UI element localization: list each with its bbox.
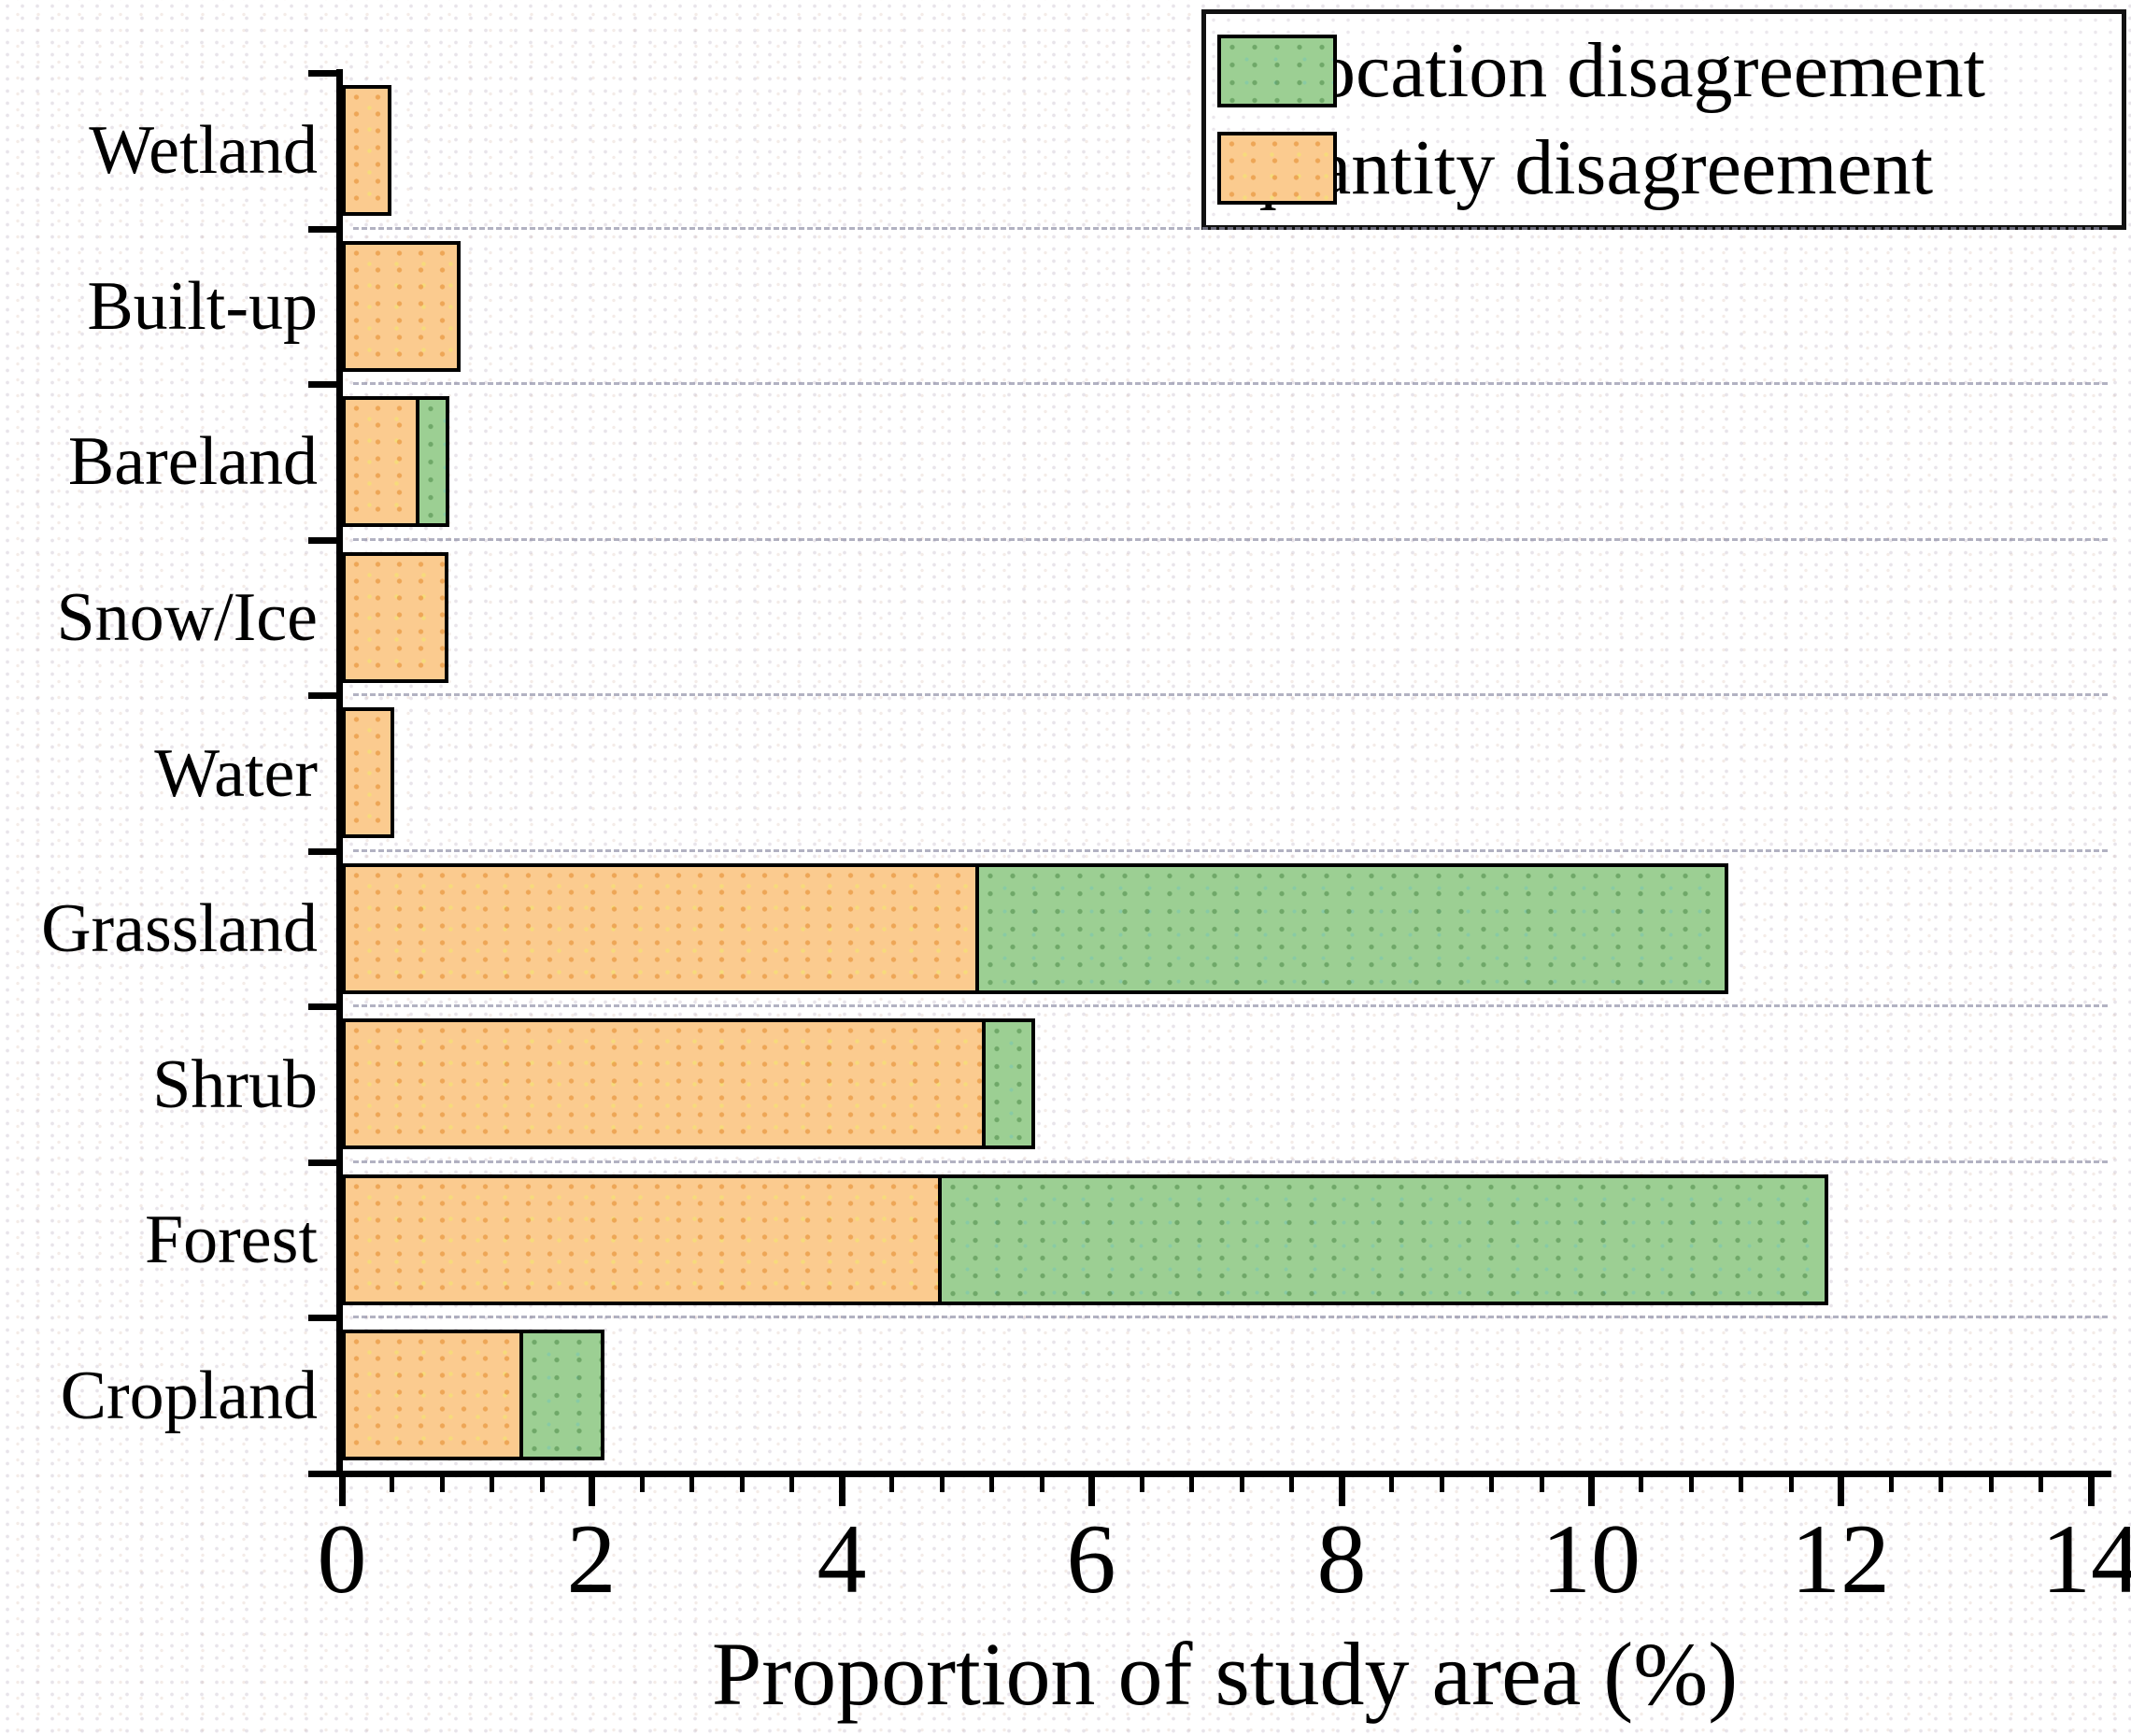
category-label-wetland: Wetland bbox=[89, 112, 318, 189]
category-label-forest: Forest bbox=[145, 1202, 318, 1278]
gridline bbox=[353, 1316, 2108, 1319]
x-axis-minor-tick bbox=[1489, 1475, 1494, 1492]
category-label-grassland: Grassland bbox=[41, 890, 318, 967]
category-label-water: Water bbox=[154, 735, 318, 812]
x-axis-major-tick bbox=[1838, 1475, 1844, 1506]
x-axis-major-tick bbox=[589, 1475, 595, 1506]
x-axis-minor-tick bbox=[740, 1475, 745, 1492]
y-axis-tick bbox=[308, 226, 342, 233]
x-tick-label: 2 bbox=[566, 1504, 617, 1614]
x-axis-minor-tick bbox=[1189, 1475, 1194, 1492]
x-tick-label: 10 bbox=[1541, 1504, 1641, 1614]
x-axis-title: Proportion of study area (%) bbox=[711, 1624, 1739, 1724]
category-label-shrub: Shrub bbox=[152, 1046, 318, 1123]
category-label-cropland: Cropland bbox=[60, 1358, 318, 1434]
x-axis-major-tick bbox=[839, 1475, 845, 1506]
x-axis-minor-tick bbox=[989, 1475, 994, 1492]
y-axis-line bbox=[336, 69, 343, 1477]
y-axis-tick bbox=[308, 848, 342, 855]
x-axis-major-tick bbox=[1088, 1475, 1095, 1506]
x-axis-minor-tick bbox=[1889, 1475, 1894, 1492]
x-axis-minor-tick bbox=[1989, 1475, 1994, 1492]
x-axis-minor-tick bbox=[640, 1475, 645, 1492]
x-axis-minor-tick bbox=[1140, 1475, 1144, 1492]
bar-allocation-shrub bbox=[982, 1018, 1035, 1150]
bar-quantity-water bbox=[342, 707, 394, 839]
x-axis-minor-tick bbox=[1939, 1475, 1943, 1492]
x-axis-minor-tick bbox=[1789, 1475, 1794, 1492]
bar-allocation-cropland bbox=[519, 1330, 604, 1461]
x-axis-minor-tick bbox=[1540, 1475, 1544, 1492]
x-tick-label: 0 bbox=[317, 1504, 367, 1614]
x-axis-minor-tick bbox=[689, 1475, 694, 1492]
y-axis-tick bbox=[308, 381, 342, 388]
gridline bbox=[353, 1004, 2108, 1008]
y-axis-tick bbox=[308, 1160, 342, 1166]
gridline bbox=[353, 848, 2108, 852]
y-axis-tick bbox=[308, 537, 342, 544]
legend: allocation disagreement quantity disagre… bbox=[1201, 9, 2126, 230]
x-axis-minor-tick bbox=[490, 1475, 494, 1492]
gridline bbox=[353, 382, 2108, 386]
gridline bbox=[353, 693, 2108, 697]
legend-row-quantity: quantity disagreement bbox=[1217, 123, 2122, 213]
x-axis-minor-tick bbox=[1240, 1475, 1244, 1492]
x-axis-minor-tick bbox=[1289, 1475, 1294, 1492]
x-tick-label: 12 bbox=[1791, 1504, 1890, 1614]
y-axis-tick bbox=[308, 1315, 342, 1321]
x-axis-minor-tick bbox=[889, 1475, 894, 1492]
x-axis-minor-tick bbox=[1739, 1475, 1743, 1492]
x-axis-major-tick bbox=[2088, 1475, 2095, 1506]
bar-allocation-grassland bbox=[975, 862, 1728, 994]
x-axis-minor-tick bbox=[1639, 1475, 1643, 1492]
x-tick-label: 4 bbox=[817, 1504, 867, 1614]
y-axis-tick bbox=[308, 1471, 342, 1477]
x-axis-line bbox=[329, 1471, 2111, 1477]
x-axis-minor-tick bbox=[1689, 1475, 1694, 1492]
gridline bbox=[353, 537, 2108, 541]
y-axis-tick bbox=[308, 692, 342, 699]
bar-quantity-wetland bbox=[342, 85, 391, 216]
x-axis-minor-tick bbox=[440, 1475, 445, 1492]
x-tick-label: 14 bbox=[2041, 1504, 2131, 1614]
x-axis-major-tick bbox=[339, 1475, 346, 1506]
legend-row-allocation: allocation disagreement bbox=[1217, 26, 2122, 116]
x-axis-minor-tick bbox=[2039, 1475, 2043, 1492]
bar-allocation-forest bbox=[938, 1174, 1828, 1305]
x-tick-label: 6 bbox=[1066, 1504, 1116, 1614]
bar-quantity-shrub bbox=[342, 1018, 986, 1150]
x-axis-minor-tick bbox=[390, 1475, 394, 1492]
category-label-built-up: Built-up bbox=[87, 268, 318, 345]
bar-quantity-snow/ice bbox=[342, 551, 448, 683]
bar-quantity-forest bbox=[342, 1174, 942, 1305]
category-label-snow/ice: Snow/Ice bbox=[56, 579, 319, 656]
legend-swatch-allocation bbox=[1217, 35, 1337, 107]
x-axis-major-tick bbox=[1339, 1475, 1345, 1506]
x-axis-minor-tick bbox=[789, 1475, 794, 1492]
legend-label-quantity: quantity disagreement bbox=[1238, 124, 1934, 211]
x-axis-major-tick bbox=[1588, 1475, 1595, 1506]
x-axis-minor-tick bbox=[1389, 1475, 1394, 1492]
x-tick-label: 8 bbox=[1316, 1504, 1367, 1614]
x-axis-minor-tick bbox=[1440, 1475, 1444, 1492]
bar-quantity-cropland bbox=[342, 1330, 523, 1461]
gridline bbox=[353, 1160, 2108, 1163]
bar-allocation-bareland bbox=[416, 396, 449, 528]
x-axis-minor-tick bbox=[1040, 1475, 1044, 1492]
category-label-bareland: Bareland bbox=[67, 423, 318, 500]
bar-quantity-built-up bbox=[342, 240, 461, 372]
gridline bbox=[353, 226, 2108, 230]
y-axis-tick bbox=[308, 1003, 342, 1010]
x-axis-minor-tick bbox=[940, 1475, 945, 1492]
x-axis-minor-tick bbox=[540, 1475, 545, 1492]
bar-quantity-bareland bbox=[342, 396, 419, 528]
y-axis-tick bbox=[308, 70, 342, 77]
bar-quantity-grassland bbox=[342, 862, 979, 994]
legend-label-allocation: allocation disagreement bbox=[1238, 27, 1986, 114]
legend-swatch-quantity bbox=[1217, 132, 1337, 205]
